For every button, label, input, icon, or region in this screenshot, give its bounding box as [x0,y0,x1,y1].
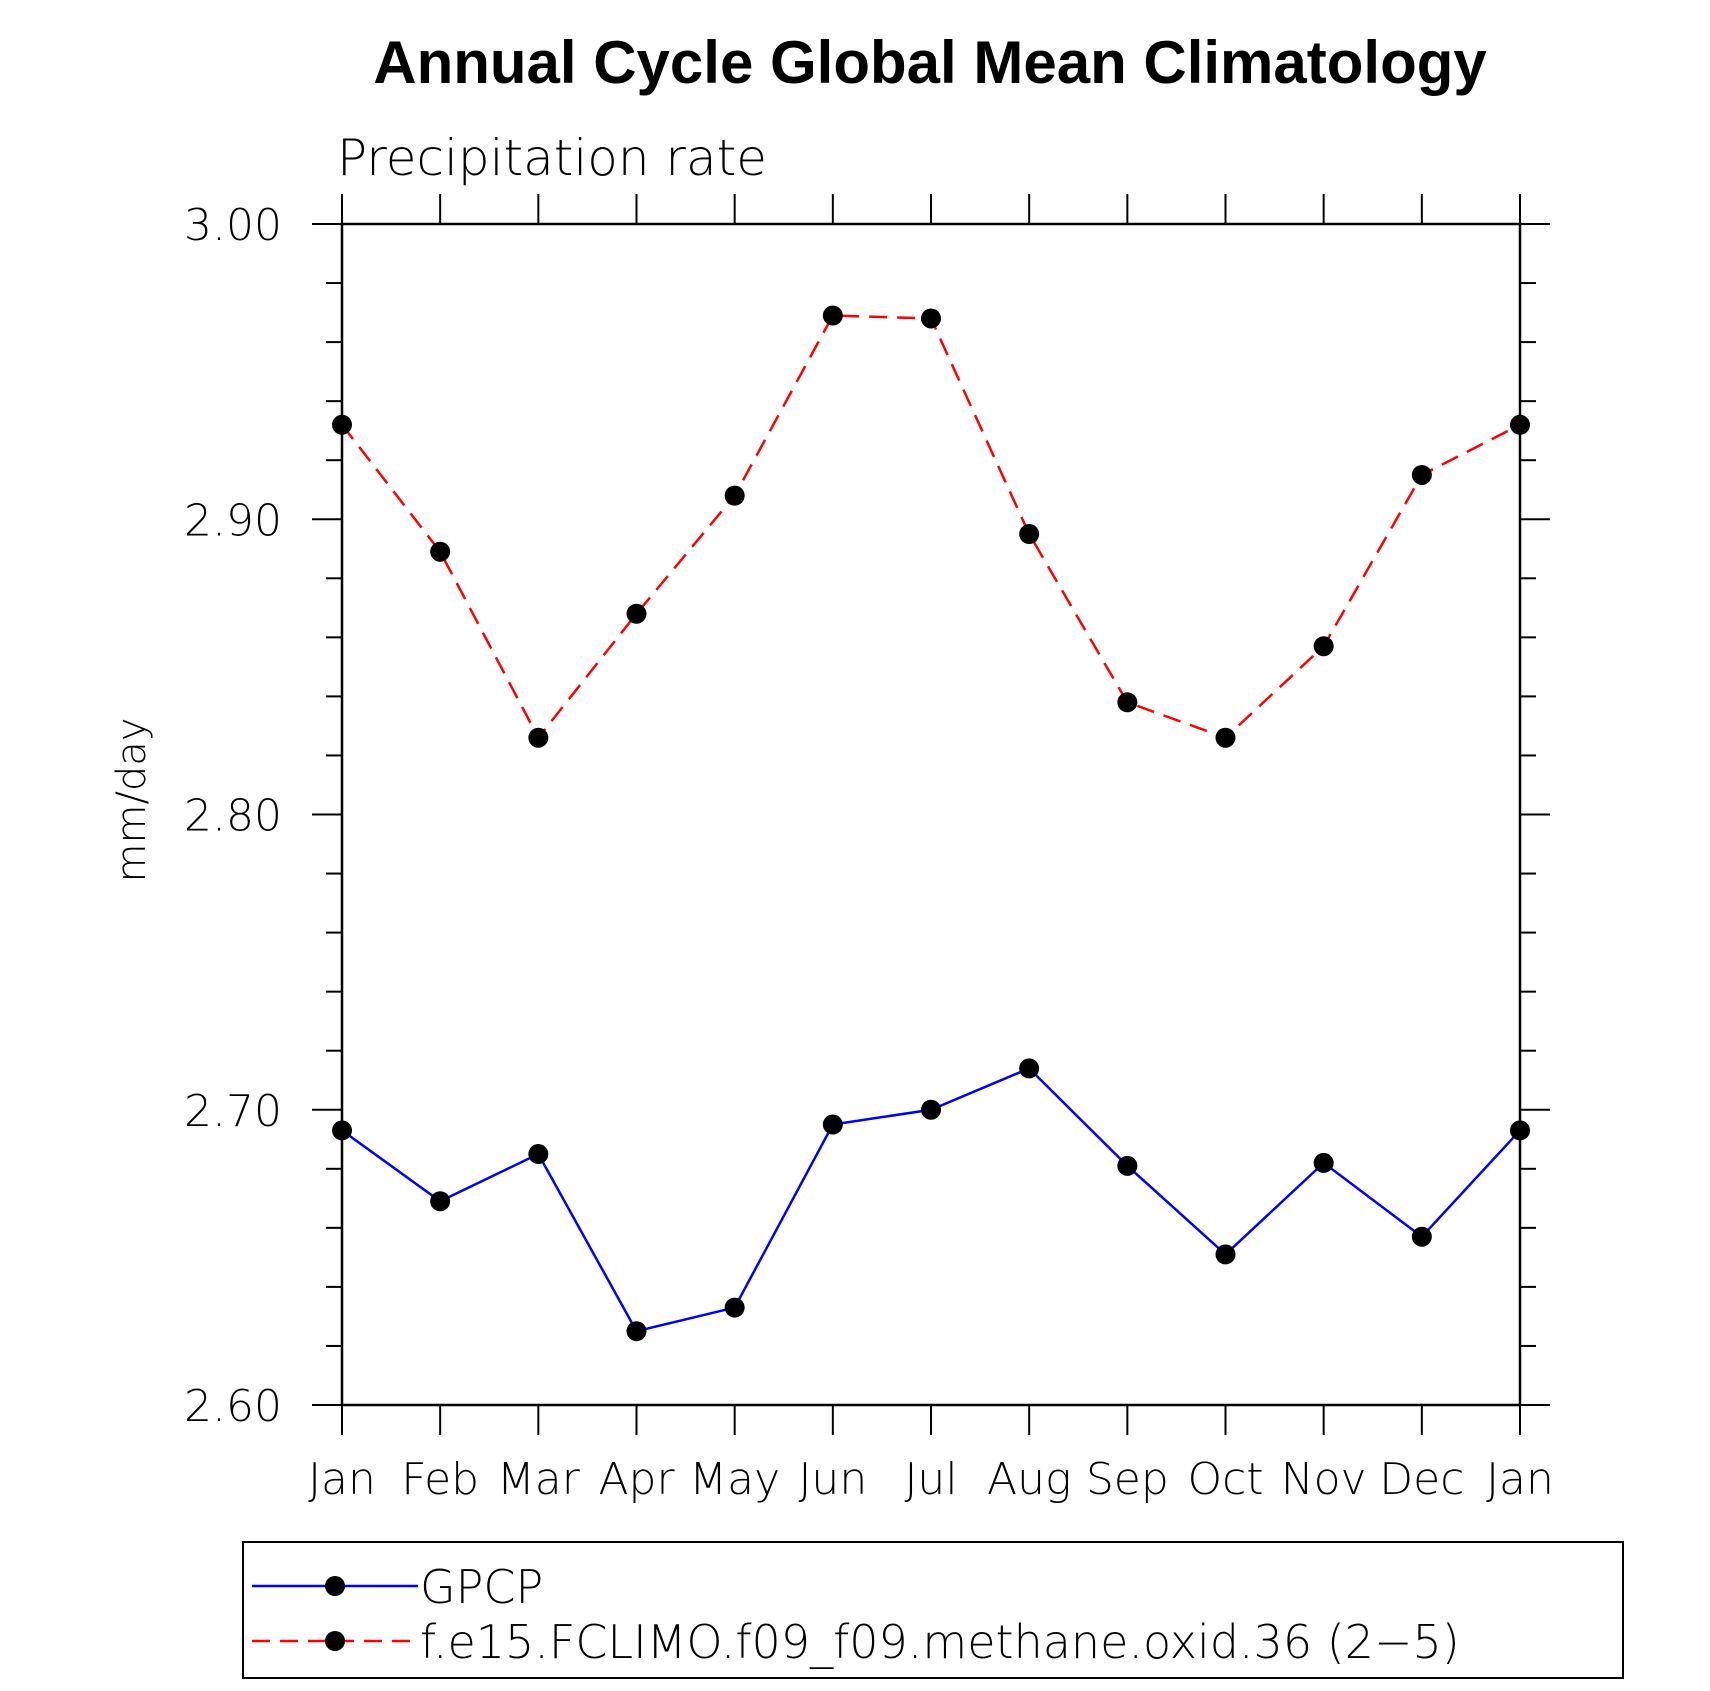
series-1-point [430,541,451,562]
series-0-point [430,1191,451,1212]
series-0-point [921,1099,941,1120]
x-tick-label: Oct [1187,1454,1263,1505]
y-tick-label: 2.70 [184,1086,282,1137]
series-1-point [332,414,352,435]
y-tick-label: 3.00 [184,200,282,251]
y-axis-ticks: 2.60 2.70 2.80 2.90 3.00 [184,200,1550,1432]
x-tick-label: Dec [1379,1454,1464,1505]
chart-subtitle: Precipitation rate [337,129,767,187]
series-1-point [1019,524,1040,545]
series-1-point [1117,692,1138,713]
series-1-point [921,308,941,329]
x-tick-label: Jun [798,1454,867,1505]
x-tick-label: Nov [1281,1454,1367,1505]
legend-label-model: f.e15.FCLIMO.f09_f09.methane.oxid.36 (2−… [420,1615,1460,1669]
legend: GPCP f.e15.FCLIMO.f09_f09.methane.oxid.3… [242,1541,1624,1679]
series-line-1 [341,314,1521,741]
series-0-point [528,1144,549,1165]
y-tick-label: 2.60 [184,1381,282,1432]
series-layer [332,305,1530,1342]
series-1-point [822,305,843,326]
x-tick-label: Jan [1486,1454,1554,1505]
series-0-point [1019,1058,1040,1079]
x-tick-label: Jul [904,1454,957,1505]
series-0-point [822,1114,843,1135]
x-tick-label: Sep [1086,1454,1169,1505]
series-1-point [1313,636,1334,657]
y-tick-label: 2.90 [184,495,282,546]
legend-box [242,1541,1624,1679]
x-axis-ticks: Jan Feb Mar Apr May Jun Jul Aug Sep Oct Nov Dec Jan [308,194,1554,1505]
y-axis-label: mm/day [109,718,155,883]
series-0-point [332,1120,352,1141]
chart-title: Annual Cycle Global Mean Climatology [373,29,1487,96]
y-tick-label: 2.80 [184,791,282,842]
x-tick-label: Apr [598,1454,675,1505]
series-1-point [1510,414,1530,435]
series-0-point [1313,1152,1334,1173]
series-0-point [626,1321,647,1342]
series-1-point [1215,727,1236,748]
x-tick-label: Aug [987,1454,1071,1505]
legend-label-gpcp: GPCP [420,1560,543,1614]
series-0-point [1510,1120,1530,1141]
series-0-point [1411,1226,1432,1247]
x-tick-label: May [689,1454,780,1505]
plot-frame [340,222,1522,1407]
series-0-point [724,1297,745,1318]
x-tick-label: Mar [497,1454,581,1505]
series-1-point [528,727,549,748]
series-1-point [1411,464,1432,485]
series-1-point [626,603,647,624]
x-tick-label: Jan [308,1454,376,1505]
series-1-point [724,485,745,506]
legend-swatch-marker [325,1631,345,1651]
series-0-point [1215,1244,1236,1265]
x-tick-label: Feb [401,1454,479,1505]
legend-swatch-marker [325,1576,345,1596]
series-0-point [1117,1155,1138,1176]
